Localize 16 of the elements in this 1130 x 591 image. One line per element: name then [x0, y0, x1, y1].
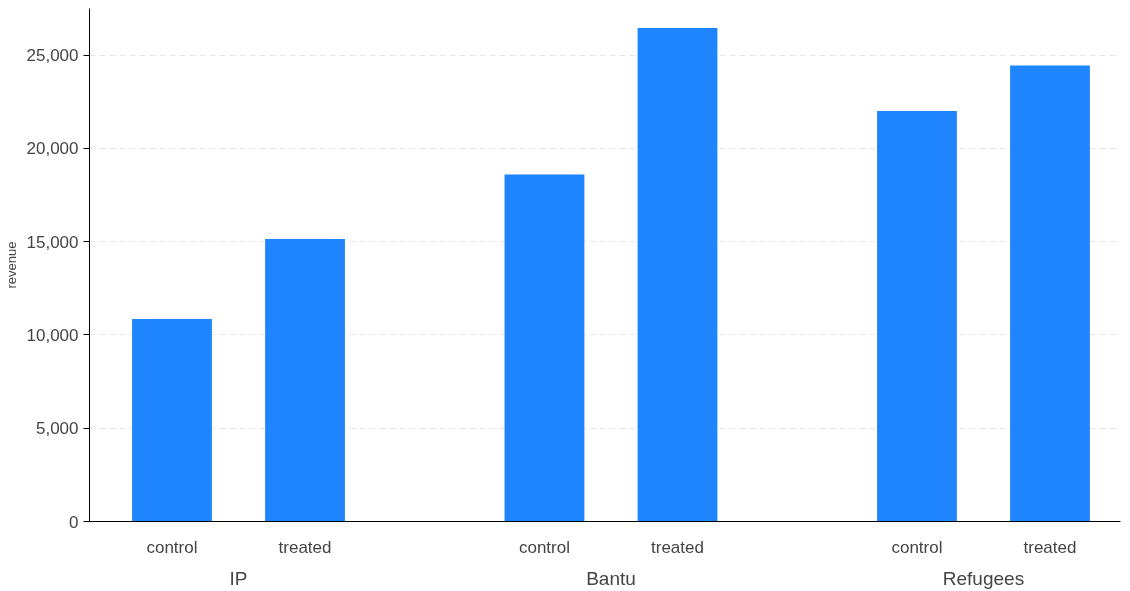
text: Refugees: [942, 567, 1025, 589]
y-tick-label: 5,000: [35, 419, 79, 439]
x-tick-label: control: [146, 537, 198, 557]
y-tick-label: 10,000: [26, 325, 79, 345]
y-tick-label: 15,000: [26, 232, 79, 252]
x-tick-label: treated: [1023, 537, 1077, 557]
y-tick-label: 20,000: [26, 139, 79, 159]
y-tick-label: 0: [69, 512, 79, 532]
x-tick-label: control: [518, 537, 570, 557]
x-tick-label: treated: [278, 537, 332, 557]
text: IP: [229, 567, 248, 589]
y-axis-title: revenue: [3, 241, 19, 289]
x-tick-label: control: [891, 537, 943, 557]
y-tick-label: 25,000: [26, 46, 79, 66]
x-tick-label: treated: [651, 537, 704, 557]
text: Bantu: [586, 567, 636, 589]
